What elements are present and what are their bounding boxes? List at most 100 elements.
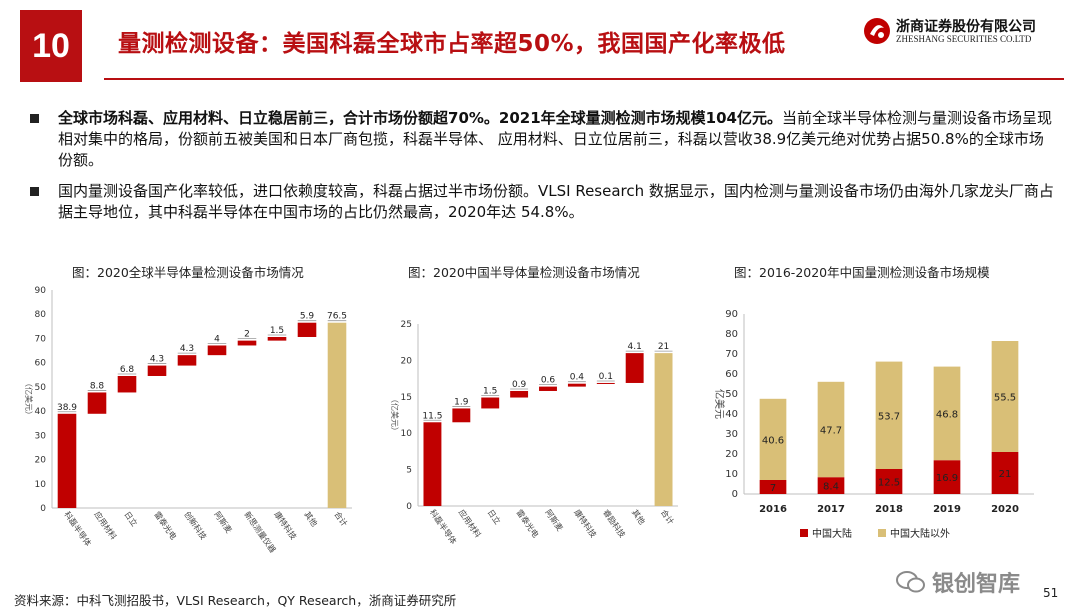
x-tick-label: 阿斯麦 xyxy=(543,507,565,532)
data-label: 12.5 xyxy=(878,478,900,489)
bar xyxy=(452,408,471,423)
data-label: 46.8 xyxy=(936,409,958,420)
bar xyxy=(327,322,347,508)
data-label: 47.7 xyxy=(820,426,842,437)
stacked-bar-segment xyxy=(991,452,1019,494)
stacked-bar-segment xyxy=(817,381,845,478)
bullet-bold-text: 全球市场科磊、应用材料、日立稳居前三，合计市场份额超70%。2021年全球量测检… xyxy=(58,109,782,127)
data-label: 40.6 xyxy=(762,435,784,446)
page-number: 51 xyxy=(1043,586,1059,600)
x-tick-label: 2016 xyxy=(759,504,787,515)
bar xyxy=(57,413,77,508)
y-tick-label: 30 xyxy=(35,431,47,441)
data-label: 4 xyxy=(214,334,220,344)
bar xyxy=(297,322,317,337)
y-tick-label: 0 xyxy=(40,504,46,514)
data-label: 1.5 xyxy=(270,326,284,336)
company-logo: 浙商证券股份有限公司 ZHESHANG SECURITIES CO.LTD xyxy=(862,14,1072,50)
y-tick-label: 5 xyxy=(406,466,412,476)
y-tick-label: 90 xyxy=(725,309,738,320)
logo-name-en: ZHESHANG SECURITIES CO.LTD xyxy=(896,34,1032,44)
x-tick-label: 睿励科技 xyxy=(601,507,628,539)
stacked-bar-segment xyxy=(991,341,1019,452)
zheshang-logo-icon xyxy=(864,18,890,44)
stacked-bar-segment xyxy=(759,398,787,480)
section-number: 10 xyxy=(20,10,82,82)
y-tick-label: 40 xyxy=(725,409,738,420)
x-tick-label: 2018 xyxy=(875,504,903,515)
bar xyxy=(596,382,615,384)
bar xyxy=(117,375,137,393)
logo-name-cn: 浙商证券股份有限公司 xyxy=(896,19,1036,35)
bullet-square-icon xyxy=(30,114,39,123)
bar xyxy=(267,336,287,341)
bar xyxy=(147,365,167,376)
y-tick-label: 60 xyxy=(725,369,738,380)
y-tick-label: 80 xyxy=(35,310,47,320)
x-tick-label: 科磊半导体 xyxy=(428,507,459,546)
data-label: 8.4 xyxy=(823,482,839,493)
bar xyxy=(237,340,257,346)
bullet-square-icon xyxy=(30,187,39,196)
x-tick-label: 雷泰光电 xyxy=(514,507,541,539)
data-label: 7 xyxy=(770,483,776,494)
y-tick-label: 25 xyxy=(401,320,412,330)
y-tick-label: 0 xyxy=(732,489,738,500)
legend-label: 中国大陆 xyxy=(812,527,852,540)
stacked-bar-segment xyxy=(875,361,903,469)
y-tick-label: 50 xyxy=(35,383,47,393)
page-title: 量测检测设备：美国科磊全球市占率超50%，我国国产化率极低 xyxy=(118,31,786,57)
wechat-icon xyxy=(896,571,925,593)
x-tick-label: 雷泰光电 xyxy=(152,509,179,541)
data-label: 2 xyxy=(244,330,250,340)
title-divider xyxy=(104,78,1064,80)
y-tick-label: 15 xyxy=(401,393,412,403)
data-label: 4.3 xyxy=(180,344,194,354)
data-label: 0.1 xyxy=(599,372,613,382)
chart1-title: 图：2020全球半导体量检测设备市场情况 xyxy=(72,265,304,280)
data-label: 21 xyxy=(658,342,669,352)
data-label: 76.5 xyxy=(327,312,347,322)
data-label: 53.7 xyxy=(878,411,900,422)
chart3-title: 图：2016-2020年中国量测检测设备市场规模 xyxy=(734,265,990,280)
bar xyxy=(87,392,107,414)
legend-swatch xyxy=(878,529,886,537)
y-tick-label: 60 xyxy=(35,359,47,369)
y-axis-label: （亿美元） xyxy=(390,395,400,435)
bullet-item: 全球市场科磊、应用材料、日立稳居前三，合计市场份额超70%。2021年全球量测检… xyxy=(28,108,1058,171)
y-tick-label: 30 xyxy=(725,429,738,440)
y-tick-label: 70 xyxy=(35,334,47,344)
bullet-text: 国内量测设备国产化率较低，进口依赖度较高，科磊占据过半市场份额。VLSI Res… xyxy=(58,182,1054,221)
bar xyxy=(510,390,529,398)
x-tick-label: 2020 xyxy=(991,504,1019,515)
bar xyxy=(177,355,197,366)
stacked-bar-segment xyxy=(817,477,845,494)
y-tick-label: 10 xyxy=(401,429,413,439)
bar xyxy=(625,353,644,383)
stacked-bar-segment xyxy=(933,460,961,494)
data-label: 1.9 xyxy=(454,397,469,407)
bar xyxy=(654,353,673,506)
stacked-bar-segment xyxy=(759,480,787,494)
x-tick-label: 应用材料 xyxy=(457,507,484,539)
y-tick-label: 20 xyxy=(725,449,738,460)
y-tick-label: 20 xyxy=(401,356,413,366)
y-tick-label: 70 xyxy=(725,349,738,360)
bar xyxy=(423,422,442,506)
watermark-text: 银创智库 xyxy=(932,572,1021,597)
y-tick-label: 0 xyxy=(406,502,412,512)
data-label: 21 xyxy=(999,469,1012,480)
data-label: 55.5 xyxy=(994,393,1016,404)
y-tick-label: 50 xyxy=(725,389,738,400)
y-axis-label: 亿美元 xyxy=(713,389,726,419)
x-tick-label: 2017 xyxy=(817,504,845,515)
x-tick-label: 其他 xyxy=(302,509,319,528)
x-tick-label: 合计 xyxy=(659,507,676,526)
x-tick-label: 康特科技 xyxy=(272,509,299,541)
y-tick-label: 10 xyxy=(725,469,738,480)
data-label: 1.5 xyxy=(483,387,497,397)
data-label: 11.5 xyxy=(422,411,442,421)
data-label: 0.6 xyxy=(541,376,556,386)
stacked-bar-segment xyxy=(933,366,961,461)
x-tick-label: 科磊半导体 xyxy=(62,509,93,548)
